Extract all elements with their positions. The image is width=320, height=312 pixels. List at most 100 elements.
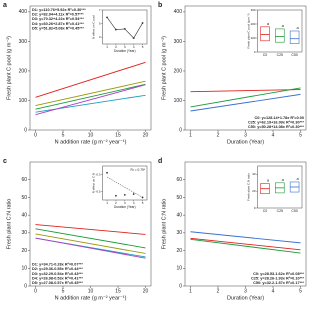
x-tick-label: 5 [299, 132, 302, 138]
inset-fit-line [106, 176, 143, 198]
x-tick-label: 3 [244, 288, 247, 294]
y-tick-label: 200 [19, 68, 28, 74]
regression-line [35, 94, 146, 113]
legend-entry: C50: y=50.28+14.08x R²=0.30*** [248, 125, 305, 129]
regression-line [35, 83, 146, 110]
legend-entry: D3: y=70.32+4.22x R²=0.54*** [32, 17, 84, 21]
inset-x-tick-label: C25 [277, 53, 283, 57]
x-tick-label: 0 [34, 288, 37, 294]
inset-x-tick-label: C0 [263, 53, 268, 57]
regression-line [35, 233, 146, 254]
regression-line [190, 231, 301, 244]
inset-x-tick-label: 5 [142, 201, 144, 205]
y-tick-label: 50 [21, 195, 27, 201]
y-tick-label: 300 [174, 39, 183, 45]
legend-entry: C0: y=128.14+1.78x R²=0.00 [254, 116, 304, 120]
inset-y-tick-label: 5 [99, 21, 101, 25]
y-tick-label: 300 [19, 39, 28, 45]
x-tick-label: 1 [189, 132, 192, 138]
inset-y-tick-label: -0.5 [95, 189, 101, 193]
y-tick-label: 20 [21, 248, 27, 254]
inset-background [257, 9, 303, 53]
inset-point [123, 194, 126, 196]
inset-point [106, 16, 108, 19]
regression-line [35, 237, 146, 259]
inset-x-tick-label: C50 [291, 53, 297, 57]
y-tick-label: 100 [174, 98, 183, 104]
x-axis-label: N addition rate (g m⁻² year⁻¹) [55, 139, 127, 145]
inset-y-tick-label: 100 [251, 36, 256, 40]
inset-x-tick-label: 5 [142, 45, 144, 49]
x-tick-label: 15 [115, 288, 121, 294]
y-axis-label: Fresh plant C:N ratio [161, 199, 167, 250]
legend-entry: D4: y=26.98-0.53x R²=0.41*** [32, 276, 83, 280]
panel-label: d [158, 158, 162, 165]
inset-x-tick-label: 3 [124, 45, 126, 49]
x-tick-label: 4 [272, 288, 275, 294]
inset-x-tick-label: 2 [115, 45, 117, 49]
x-tick-label: 10 [88, 288, 94, 294]
y-tick-label: 200 [174, 68, 183, 74]
y-tick-label: 0 [24, 283, 27, 289]
legend-entry: D2: y=29.36-0.55x R²=0.44*** [32, 267, 83, 271]
y-tick-label: 0 [179, 127, 182, 133]
legend-entry: D1: y=110.76+5.92x R²=0.30*** [32, 8, 86, 12]
y-axis-label: Fresh plant C:N ratio [6, 199, 12, 250]
inset-x-tick-label: 4 [133, 201, 135, 205]
inset-y-tick-label: 7 [99, 8, 101, 12]
x-tick-label: 10 [88, 132, 94, 138]
box [275, 28, 285, 43]
legend-entry: D5: y=51.82+5.08x R²=0.45*** [32, 26, 84, 30]
x-axis-label: Duration (Year) [227, 139, 264, 145]
x-tick-label: 20 [143, 288, 149, 294]
y-tick-label: 50 [176, 195, 182, 201]
y-tick-label: 60 [21, 177, 27, 183]
inset-x-tick-label: C25 [277, 209, 283, 213]
legend-entry: C50: y=32.2-1.57x R²=0.17*** [253, 281, 304, 285]
regression-line [190, 87, 301, 108]
regression-line [190, 93, 301, 112]
y-tick-label: 100 [19, 98, 28, 104]
inset-background [257, 165, 303, 209]
inset-x-tick-label: 3 [124, 201, 126, 205]
x-tick-label: 20 [143, 132, 149, 138]
y-tick-label: 400 [19, 9, 28, 15]
regression-line [190, 237, 301, 251]
regression-line [190, 238, 301, 254]
x-tick-label: 1 [189, 288, 192, 294]
inset-x-tick-label: C0 [263, 209, 268, 213]
y-axis-label: Fresh plant C pool (g m⁻²) [6, 36, 12, 100]
legend-entry: C25: y=28.26-1.93x R²=0.10*** [251, 276, 305, 280]
box [260, 26, 270, 42]
significance-letter: a [282, 177, 285, 182]
y-axis-label: Fresh plant C pool (g m⁻²) [161, 36, 167, 100]
inset-annotation: R² = 0.79* [131, 168, 146, 172]
x-tick-label: 4 [272, 132, 275, 138]
y-tick-label: 10 [176, 266, 182, 272]
x-tick-label: 15 [115, 132, 121, 138]
y-tick-label: 30 [176, 230, 182, 236]
inset-point [132, 37, 135, 39]
inset-point [141, 196, 144, 199]
x-tick-label: 3 [244, 132, 247, 138]
inset-x-label: Duration (Year) [114, 205, 136, 209]
y-tick-label: 0 [24, 127, 27, 133]
inset-y-tick-label: 40 [252, 172, 256, 176]
regression-line [35, 228, 146, 249]
inset-x-tick-label: 4 [133, 45, 135, 49]
inset-y-label: Fresh plant C pool (g m⁻²) [246, 14, 250, 49]
inset-y-label: N effect on C:N [91, 173, 95, 193]
inset-x-tick-label: 2 [115, 201, 117, 205]
x-axis-label: Duration (Year) [227, 295, 264, 301]
regression-line [35, 224, 146, 235]
y-tick-label: 60 [176, 177, 182, 183]
inset-x-tick-label: 1 [106, 201, 108, 205]
y-tick-label: 40 [176, 212, 182, 218]
legend-entry: D5: y=27.08-0.57x R²=0.45*** [32, 281, 83, 285]
regression-line [35, 61, 146, 98]
inset-point [132, 193, 135, 195]
x-tick-label: 0 [34, 132, 37, 138]
y-tick-label: 10 [21, 266, 27, 272]
y-tick-label: 400 [174, 9, 183, 15]
inset-point [106, 171, 108, 174]
